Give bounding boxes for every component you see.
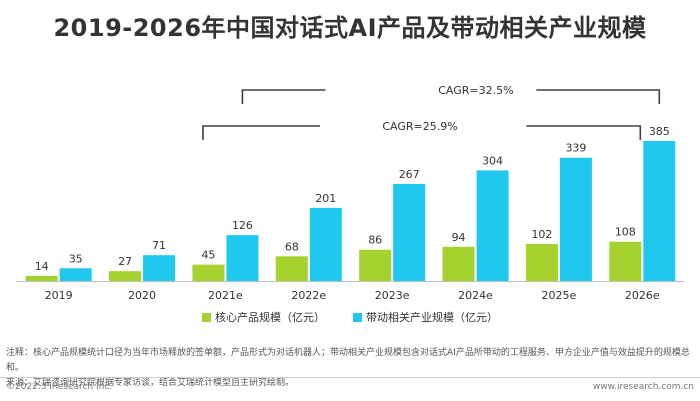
legend-swatch-core bbox=[202, 312, 211, 322]
footer-divider bbox=[0, 377, 700, 378]
cagr-bracket-right bbox=[536, 89, 661, 104]
bar-related bbox=[59, 268, 92, 281]
data-label: 14 bbox=[35, 260, 49, 273]
bar-core bbox=[192, 264, 225, 281]
data-label: 201 bbox=[315, 192, 336, 205]
data-label: 339 bbox=[565, 142, 586, 155]
bar-chart: 14 35 2019 27 71 2020 45 126 2021e 68 201 2022e 86 26… bbox=[17, 84, 684, 302]
data-label: 71 bbox=[152, 239, 166, 252]
data-label: 385 bbox=[649, 125, 670, 138]
data-label: 94 bbox=[452, 231, 466, 244]
x-tick-label: 2021e bbox=[208, 289, 243, 302]
bar-core bbox=[609, 241, 642, 281]
legend-label-related: 带动相关产业规模（亿元） bbox=[366, 311, 498, 324]
data-label: 102 bbox=[531, 228, 552, 241]
data-label: 68 bbox=[285, 240, 299, 253]
cagr-label: CAGR=32.5% bbox=[438, 84, 513, 97]
bar-related bbox=[559, 157, 592, 281]
x-tick-label: 2020 bbox=[128, 289, 156, 302]
x-tick-label: 2022e bbox=[291, 289, 326, 302]
legend-item-related: 带动相关产业规模（亿元） bbox=[353, 309, 498, 325]
x-tick-label: 2019 bbox=[45, 289, 73, 302]
cagr-label: CAGR=25.9% bbox=[382, 120, 457, 133]
cagr-bracket-left bbox=[202, 125, 320, 140]
data-label: 304 bbox=[482, 154, 503, 167]
x-tick-label: 2026e bbox=[625, 289, 660, 302]
x-tick-label: 2025e bbox=[542, 289, 577, 302]
bar-related bbox=[643, 141, 676, 281]
bar-core bbox=[25, 275, 58, 281]
cagr-bracket-left bbox=[241, 89, 326, 104]
footer: ©2022.3 iResearch Inc. www.iresearch.com… bbox=[6, 382, 694, 392]
bar-core bbox=[275, 256, 308, 281]
chart-title: 2019-2026年中国对话式AI产品及带动相关产业规模 bbox=[53, 14, 647, 42]
bar-core bbox=[442, 246, 475, 281]
legend: 核心产品规模（亿元） 带动相关产业规模（亿元） bbox=[0, 309, 700, 325]
bar-related bbox=[476, 170, 509, 281]
data-label: 126 bbox=[232, 219, 253, 232]
legend-item-core: 核心产品规模（亿元） bbox=[202, 309, 325, 325]
bar-related bbox=[393, 183, 426, 281]
legend-label-core: 核心产品规模（亿元） bbox=[215, 311, 325, 324]
bar-related bbox=[226, 235, 259, 281]
data-label: 86 bbox=[368, 234, 382, 247]
data-label: 35 bbox=[69, 252, 83, 265]
copyright-text: ©2022.3 iResearch Inc. bbox=[6, 382, 113, 392]
bar-core bbox=[359, 249, 392, 281]
note-text: 注释：核心产品规模统计口径为当年市场释放的签单额，产品形式为对话机器人；带动相关… bbox=[6, 348, 690, 373]
data-label: 27 bbox=[118, 255, 132, 268]
legend-swatch-related bbox=[353, 312, 362, 322]
bar-core bbox=[109, 271, 142, 281]
website-text: www.iresearch.com.cn bbox=[592, 382, 694, 392]
data-label: 108 bbox=[615, 226, 636, 239]
data-label: 45 bbox=[201, 249, 215, 262]
x-tick-label: 2023e bbox=[375, 289, 410, 302]
data-label: 267 bbox=[399, 168, 420, 181]
x-tick-label: 2024e bbox=[458, 289, 493, 302]
source-text: 来源：艾瑞咨询研究院根据专家访谈，结合艾瑞统计模型自主研究绘制。 bbox=[6, 378, 295, 388]
bar-core bbox=[525, 243, 558, 281]
notes: 注释：核心产品规模统计口径为当年市场释放的签单额，产品形式为对话机器人；带动相关… bbox=[6, 346, 696, 391]
bar-related bbox=[143, 255, 176, 281]
bar-related bbox=[309, 207, 342, 281]
cagr-bracket-right bbox=[526, 125, 642, 140]
